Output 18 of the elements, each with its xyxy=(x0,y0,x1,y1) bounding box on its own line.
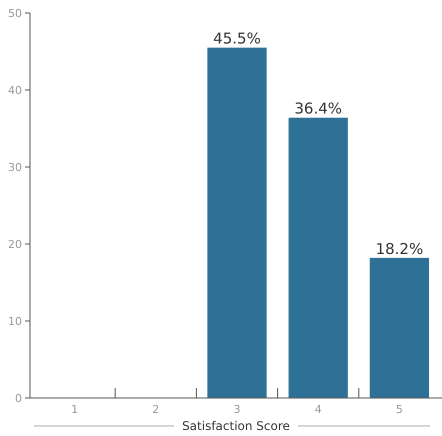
y-tick-label: 10 xyxy=(8,314,22,328)
y-tick-label: 50 xyxy=(8,6,22,20)
bar xyxy=(207,48,267,398)
x-tick-label: 3 xyxy=(234,403,240,416)
y-tick-label: 40 xyxy=(8,84,22,97)
y-tick-label: 0 xyxy=(15,392,22,405)
data-label: 36.4% xyxy=(294,100,342,118)
x-tick-label: 1 xyxy=(71,403,78,416)
y-tick-label: 30 xyxy=(8,160,22,174)
bar xyxy=(370,258,430,398)
x-tick-label: 2 xyxy=(152,403,160,416)
x-tick-label: 5 xyxy=(396,403,403,416)
data-label: 45.5% xyxy=(213,30,261,48)
data-label: 18.2% xyxy=(376,240,424,258)
bar xyxy=(288,118,348,398)
y-tick-label: 20 xyxy=(8,238,22,251)
x-axis-title: Satisfaction Score xyxy=(182,419,290,433)
x-tick-label: 4 xyxy=(314,403,322,416)
